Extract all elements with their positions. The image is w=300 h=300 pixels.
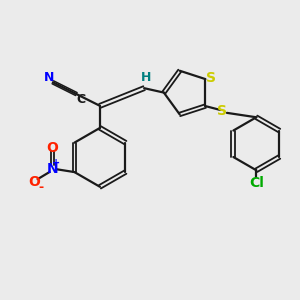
Text: S: S <box>218 104 227 118</box>
Text: O: O <box>46 141 58 154</box>
Text: +: + <box>52 158 60 168</box>
Text: S: S <box>206 70 216 85</box>
Text: C: C <box>76 93 86 106</box>
Text: N: N <box>44 71 55 84</box>
Text: -: - <box>38 182 43 194</box>
Text: Cl: Cl <box>249 176 264 190</box>
Text: O: O <box>28 175 40 188</box>
Text: H: H <box>140 71 151 84</box>
Text: N: N <box>46 162 58 176</box>
